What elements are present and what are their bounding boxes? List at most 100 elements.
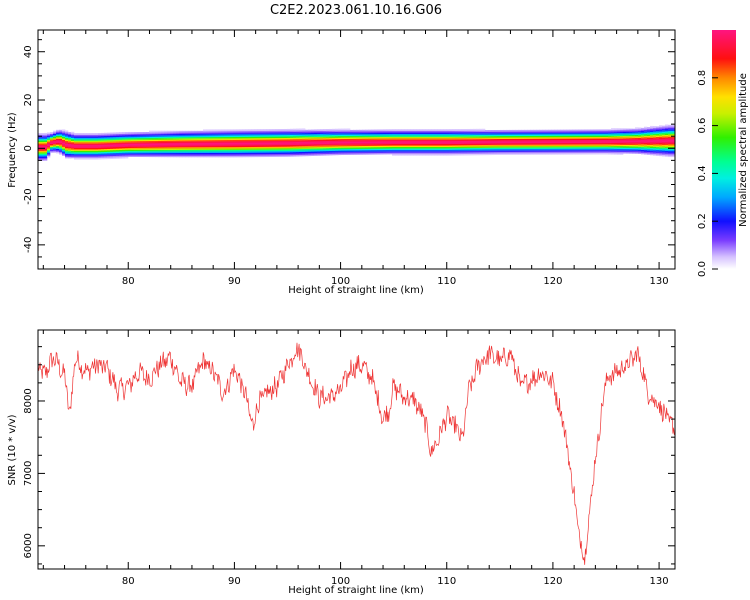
heatmap-cell (671, 126, 675, 129)
heatmap-cell (443, 151, 447, 153)
heatmap-cell (86, 157, 90, 160)
heatmap-cell (347, 141, 351, 144)
heatmap-cell (611, 145, 615, 148)
heatmap-cell (350, 151, 354, 154)
heatmap-cell (80, 143, 84, 146)
heatmap-cell (410, 149, 414, 152)
heatmap-cell (479, 146, 483, 148)
heatmap-cell (242, 133, 246, 136)
heatmap-cell (77, 149, 81, 151)
heatmap-cell (119, 132, 123, 135)
heatmap-cell (563, 147, 567, 149)
heatmap-cell (245, 132, 249, 135)
heatmap-cell (566, 131, 570, 133)
heatmap-cell (179, 143, 183, 146)
heatmap-cell (104, 157, 108, 160)
heatmap-cell (632, 134, 636, 137)
heatmap-cell (431, 129, 435, 132)
heatmap-cell (278, 147, 282, 150)
heatmap-cell (413, 152, 417, 155)
heatmap-cell (287, 139, 291, 141)
heatmap-cell (551, 139, 555, 142)
heatmap-cell (575, 135, 579, 138)
heatmap-cell (182, 152, 186, 155)
heatmap-cell (491, 132, 495, 135)
heatmap-cell (155, 149, 159, 152)
heatmap-cell (197, 148, 201, 151)
heatmap-cell (545, 136, 549, 139)
heatmap-cell (443, 129, 447, 132)
heatmap-cell (86, 137, 90, 140)
heatmap-cell (125, 145, 129, 147)
heatmap-cell (593, 138, 597, 141)
heatmap-cell (224, 145, 228, 148)
heatmap-cell (275, 140, 279, 143)
spectrogram-x-ticks: 80 90 100 110 120 130 (42, 30, 669, 287)
heatmap-cell (212, 141, 216, 143)
heatmap-cell (92, 157, 96, 160)
heatmap-cell (422, 130, 426, 133)
heatmap-cell (149, 145, 153, 147)
heatmap-cell (503, 151, 507, 154)
heatmap-cell (59, 135, 63, 138)
heatmap-cell (122, 135, 126, 137)
heatmap-cell (260, 143, 264, 146)
heatmap-cell (575, 132, 579, 135)
heatmap-cell (401, 142, 405, 145)
heatmap-cell (269, 152, 273, 155)
heatmap-cell (44, 151, 48, 154)
heatmap-cell (137, 132, 141, 134)
heatmap-cell (65, 143, 69, 146)
heatmap-cell (380, 145, 384, 148)
heatmap-cell (422, 146, 426, 149)
heatmap-cell (293, 141, 297, 144)
heatmap-cell (287, 130, 291, 133)
heatmap-cell (44, 153, 48, 156)
heatmap-cell (290, 138, 294, 141)
heatmap-cell (668, 124, 672, 127)
heatmap-cell (182, 142, 186, 145)
heatmap-cell (371, 132, 375, 135)
heatmap-cell (107, 157, 111, 160)
heatmap-cell (233, 146, 237, 149)
heatmap-cell (296, 132, 300, 135)
heatmap-cell (248, 139, 252, 142)
heatmap-cell (155, 135, 159, 137)
heatmap-cell (188, 135, 192, 137)
heatmap-cell (176, 130, 180, 133)
heatmap-cell (662, 141, 666, 144)
heatmap-cell (599, 145, 603, 148)
heatmap-cell (92, 150, 96, 153)
heatmap-cell (623, 132, 627, 135)
heatmap-cell (197, 135, 201, 137)
heatmap-cell (50, 140, 54, 143)
heatmap-cell (386, 149, 390, 152)
heatmap-cell (479, 130, 483, 133)
heatmap-cell (92, 144, 96, 147)
heatmap-cell (602, 141, 606, 143)
heatmap-cell (326, 147, 330, 150)
heatmap-cell (452, 133, 456, 136)
heatmap-cell (53, 137, 57, 140)
heatmap-cell (509, 140, 513, 142)
heatmap-cell (173, 151, 177, 153)
heatmap-cell (221, 135, 225, 138)
heatmap-cell (437, 137, 441, 140)
heatmap-cell (401, 140, 405, 143)
heatmap-cell (80, 134, 84, 137)
heatmap-cell (476, 138, 480, 141)
heatmap-cell (635, 146, 639, 149)
heatmap-cell (464, 139, 468, 141)
heatmap-cell (614, 148, 618, 151)
heatmap-cell (425, 142, 429, 145)
heatmap-cell (170, 142, 174, 145)
heatmap-cell (398, 133, 402, 136)
heatmap-cell (494, 150, 498, 153)
heatmap-cell (371, 151, 375, 154)
heatmap-cell (548, 150, 552, 152)
heatmap-cell (116, 151, 120, 153)
heatmap-cell (653, 153, 657, 156)
heatmap-cell (128, 131, 132, 134)
heatmap-cell (668, 137, 672, 140)
heatmap-cell (242, 135, 246, 137)
